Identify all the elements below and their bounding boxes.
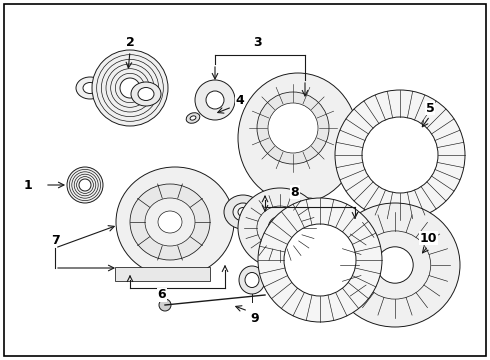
Ellipse shape xyxy=(238,188,322,268)
Ellipse shape xyxy=(238,207,248,216)
Ellipse shape xyxy=(83,82,97,94)
Text: 6: 6 xyxy=(158,288,166,302)
Ellipse shape xyxy=(130,184,210,260)
Text: 8: 8 xyxy=(291,185,299,198)
Ellipse shape xyxy=(138,87,154,100)
Text: 2: 2 xyxy=(125,36,134,49)
Circle shape xyxy=(362,117,438,193)
Text: 5: 5 xyxy=(426,102,434,114)
Circle shape xyxy=(67,167,103,203)
Circle shape xyxy=(258,198,382,322)
Circle shape xyxy=(284,224,356,296)
Ellipse shape xyxy=(245,273,259,288)
Ellipse shape xyxy=(145,198,195,246)
Circle shape xyxy=(195,80,235,120)
Circle shape xyxy=(335,90,465,220)
Ellipse shape xyxy=(257,92,329,164)
Ellipse shape xyxy=(190,116,196,120)
Ellipse shape xyxy=(131,82,161,106)
Text: 10: 10 xyxy=(419,231,437,244)
Circle shape xyxy=(377,247,413,283)
Circle shape xyxy=(206,91,224,109)
Ellipse shape xyxy=(330,203,460,327)
Text: 3: 3 xyxy=(254,36,262,49)
Bar xyxy=(115,267,210,281)
Ellipse shape xyxy=(186,113,200,123)
Circle shape xyxy=(79,179,91,191)
Text: 1: 1 xyxy=(24,179,32,192)
Text: 9: 9 xyxy=(251,311,259,324)
Ellipse shape xyxy=(233,203,253,221)
Ellipse shape xyxy=(293,198,323,214)
Text: 7: 7 xyxy=(50,234,59,247)
Circle shape xyxy=(92,50,168,126)
Ellipse shape xyxy=(268,103,318,153)
Circle shape xyxy=(268,216,292,240)
Ellipse shape xyxy=(238,73,358,203)
Ellipse shape xyxy=(116,167,234,277)
Ellipse shape xyxy=(239,266,265,294)
Text: 4: 4 xyxy=(236,94,245,107)
Circle shape xyxy=(159,299,171,311)
Ellipse shape xyxy=(76,77,104,99)
Ellipse shape xyxy=(224,195,262,229)
Circle shape xyxy=(120,78,140,98)
Ellipse shape xyxy=(158,211,182,233)
